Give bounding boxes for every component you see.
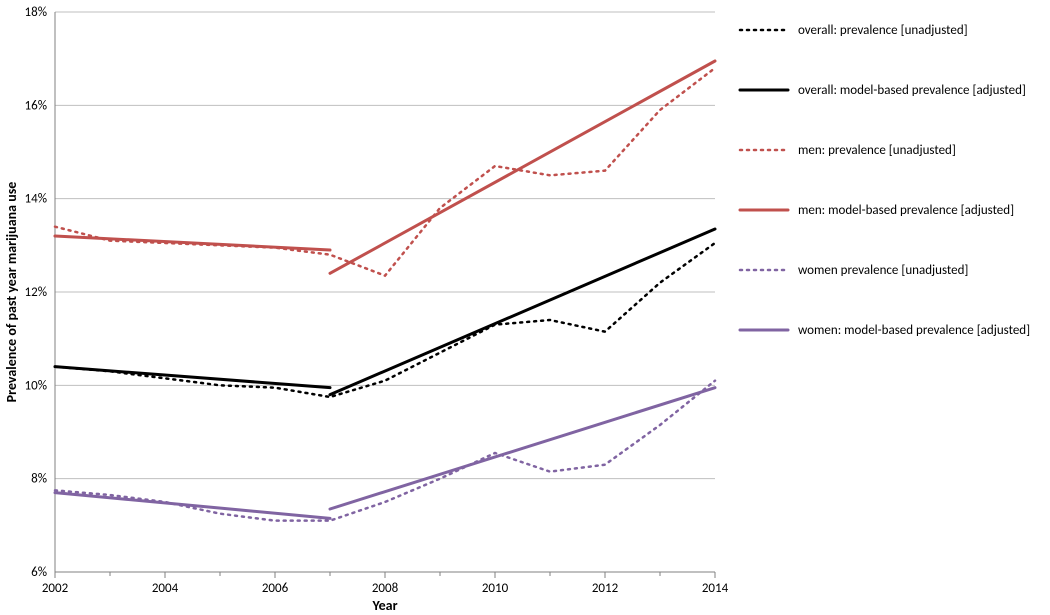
x-tick-label: 2002	[42, 581, 69, 596]
x-tick-label: 2014	[702, 581, 729, 596]
legend-label: men: prevalence [unadjusted]	[798, 143, 956, 158]
y-tick-label: 18%	[25, 5, 47, 20]
y-tick-label: 6%	[31, 565, 47, 580]
legend-label: overall: model-based prevalence [adjuste…	[798, 83, 1026, 98]
x-tick-label: 2012	[592, 581, 619, 596]
legend-label: overall: prevalence [unadjusted]	[798, 23, 968, 38]
y-tick-label: 8%	[31, 472, 47, 487]
chart-container: 6% 8% 10% 12% 14% 16% 18% 2002 2004 2006 2008 2010 2…	[0, 0, 1050, 615]
legend-label: women prevalence [unadjusted]	[798, 263, 968, 278]
y-tick-label: 14%	[25, 192, 47, 207]
y-tick-label: 10%	[25, 378, 47, 393]
x-tick-label: 2010	[482, 581, 509, 596]
x-tick-label: 2006	[262, 581, 289, 596]
legend-label: men: model-based prevalence [adjusted]	[798, 203, 1014, 218]
y-axis-label: Prevalence of past year marijuana use	[3, 182, 20, 403]
legend-label: women: model-based prevalence [adjusted]	[798, 323, 1030, 338]
x-tick-label: 2008	[372, 581, 399, 596]
y-tick-label: 16%	[25, 98, 47, 113]
line-chart: 6% 8% 10% 12% 14% 16% 18% 2002 2004 2006 2008 2010 2…	[0, 0, 1050, 615]
x-axis-label: Year	[371, 597, 397, 614]
y-tick-label: 12%	[25, 285, 47, 300]
x-tick-label: 2004	[152, 581, 179, 596]
